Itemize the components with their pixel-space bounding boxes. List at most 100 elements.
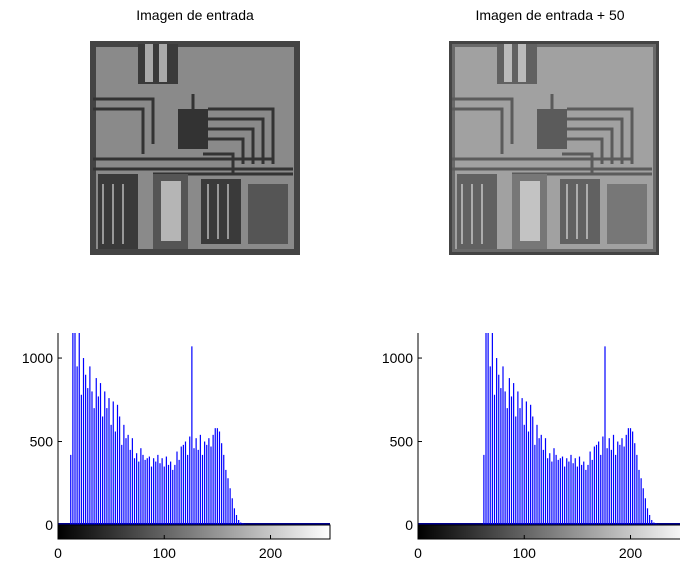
bar (127, 434, 129, 525)
bar (233, 508, 235, 525)
bar (540, 434, 542, 525)
bar (195, 438, 197, 525)
bar (144, 459, 146, 525)
bar (646, 508, 649, 525)
bar (172, 469, 174, 525)
bar (623, 446, 625, 525)
bar (485, 333, 487, 525)
bar (547, 458, 549, 525)
bar (644, 498, 646, 525)
bar (591, 459, 593, 525)
colorbar (57, 524, 331, 540)
bar (600, 454, 602, 525)
brightened-image (452, 44, 656, 252)
bar (487, 333, 489, 525)
bar (97, 396, 99, 525)
bar (568, 461, 570, 525)
x-tick-label: 0 (414, 545, 422, 561)
bar (483, 454, 485, 525)
histogram (418, 333, 680, 525)
bar (610, 449, 612, 525)
bar (606, 448, 608, 525)
bar (502, 366, 504, 525)
bar (106, 408, 108, 525)
bar (651, 519, 653, 525)
bar (201, 454, 204, 525)
bar (225, 469, 227, 525)
bar (553, 448, 555, 525)
bar (187, 454, 189, 525)
bar (163, 466, 165, 525)
bar (544, 438, 547, 525)
bar (112, 401, 114, 525)
y-tick-label: 1000 (22, 350, 53, 366)
bar (125, 438, 127, 525)
y-tick-label: 0 (405, 517, 413, 533)
histogram (58, 333, 330, 525)
bar (498, 374, 500, 525)
bar (636, 454, 638, 525)
bar (76, 366, 78, 525)
bar (153, 458, 155, 525)
bar (78, 333, 80, 525)
bar (496, 358, 498, 525)
x-tick-label: 100 (513, 545, 537, 561)
bar (604, 346, 606, 525)
bar (80, 394, 82, 525)
bar (159, 463, 161, 525)
bar (218, 431, 221, 525)
bar (649, 514, 651, 525)
bar (82, 358, 85, 525)
bar (534, 444, 536, 525)
bar (216, 428, 218, 525)
bar (85, 374, 87, 525)
bar (530, 404, 532, 525)
bar (581, 464, 583, 525)
bar (625, 434, 627, 525)
bar (595, 444, 598, 525)
bar (500, 388, 502, 525)
bar (133, 458, 136, 525)
bar (102, 416, 104, 525)
bar (93, 408, 95, 525)
bar (123, 424, 125, 525)
bar (570, 454, 572, 525)
bar (585, 469, 587, 525)
bar (221, 443, 223, 525)
bar (138, 461, 140, 525)
bar (178, 459, 180, 525)
bar (527, 431, 530, 525)
bar (551, 461, 553, 525)
bar (517, 391, 519, 525)
bar (165, 456, 167, 525)
bar (148, 456, 150, 525)
bar (629, 428, 632, 525)
bar (110, 424, 112, 525)
bar (136, 453, 138, 525)
bar (131, 438, 133, 525)
bar (155, 461, 157, 525)
bar (519, 408, 521, 525)
bar (191, 346, 193, 525)
bar (140, 448, 142, 525)
bar (95, 378, 97, 525)
bar (199, 434, 201, 525)
bar (210, 446, 212, 525)
bar (583, 461, 585, 525)
bar (523, 424, 525, 525)
bar (157, 454, 159, 525)
bar (121, 444, 123, 525)
bar (574, 458, 576, 525)
bar (182, 444, 184, 525)
bar (634, 443, 636, 525)
x-tick-label: 100 (153, 545, 177, 561)
bar (489, 366, 491, 525)
bar (223, 454, 225, 525)
bar (532, 416, 534, 525)
bar (638, 469, 640, 525)
bar (602, 436, 604, 525)
bar (566, 458, 568, 525)
bar (99, 383, 102, 525)
bar (180, 446, 182, 525)
bar (557, 459, 559, 525)
